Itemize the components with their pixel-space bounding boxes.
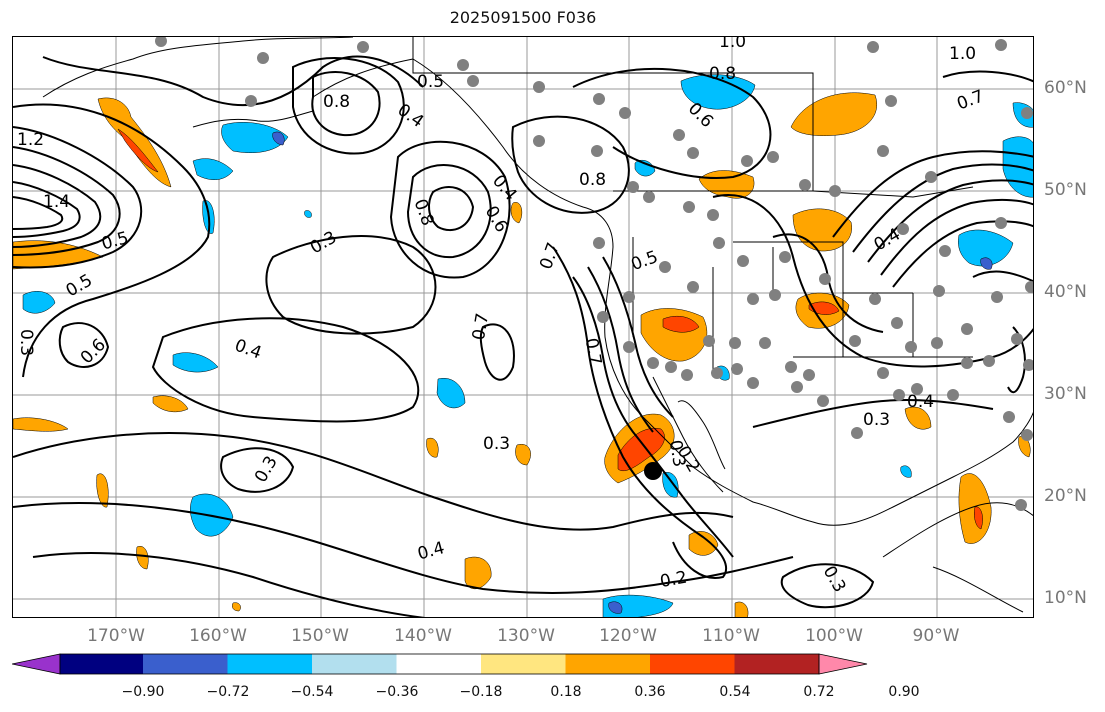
contour-label: 0.5 <box>417 72 444 92</box>
contour-label: 0.4 <box>907 392 934 412</box>
colorbar-segment <box>650 654 735 674</box>
contour-label: 0.7 <box>581 337 605 367</box>
contour-label: 0.7 <box>536 240 564 272</box>
colorbar-outline <box>59 653 820 675</box>
map-canvas: 1.0 0.8 0.6 0.5 0.4 0.3 0.2 1.4 1.2 0.7 … <box>13 37 1033 617</box>
longitude-label: 160°W <box>189 626 247 646</box>
contour-label: 0.5 <box>63 270 96 301</box>
colorbar-segment <box>734 654 819 674</box>
contour-label: 0.8 <box>709 64 736 84</box>
colorbar <box>12 653 868 675</box>
latitude-label: 10°N <box>1044 588 1087 608</box>
colorbar-max-extension <box>818 653 868 675</box>
contour-label: 0.2 <box>659 568 689 592</box>
contour-label: 0.3 <box>483 434 510 454</box>
contour-label: 1.4 <box>43 192 70 212</box>
contour-label: 0.3 <box>665 439 689 469</box>
colorbar-min-extension <box>12 653 61 675</box>
longitude-label: 110°W <box>702 626 760 646</box>
colorbar-tick-label: 0.36 <box>634 684 666 700</box>
colorbar-tick-label: 0.18 <box>550 684 582 700</box>
colorbar-tick-label: 0.54 <box>719 684 751 700</box>
contour-label: 0.8 <box>579 170 606 190</box>
contour-label: 1.0 <box>719 37 746 52</box>
colorbar-segment <box>312 654 397 674</box>
contour-label: 0.7 <box>469 312 493 342</box>
colorbar-tick-label: −0.54 <box>290 684 334 700</box>
contour-label: 1.0 <box>949 44 976 64</box>
colorbar-tick-label: 0.72 <box>803 684 835 700</box>
contour-label: 0.8 <box>323 92 350 112</box>
graticule <box>13 37 1033 617</box>
colorbar-segment <box>481 654 566 674</box>
longitude-label: 140°W <box>394 626 452 646</box>
colorbar-tick-label: −0.72 <box>206 684 250 700</box>
contour-label: 0.4 <box>415 538 446 564</box>
contour-label: 0.4 <box>232 335 264 363</box>
colorbar-segment <box>60 654 143 674</box>
contour-label: 0.4 <box>488 171 521 205</box>
contour-label: 0.3 <box>307 227 340 258</box>
longitude-label: 90°W <box>912 626 960 646</box>
longitude-label: 100°W <box>805 626 863 646</box>
colorbar-tick-label: −0.36 <box>375 684 419 700</box>
contour-label: 0.5 <box>99 228 130 254</box>
colorbar-segment <box>565 654 650 674</box>
contour-lines <box>13 55 1033 617</box>
contour-label: 0.8 <box>410 196 438 228</box>
map-panel[interactable]: 1.0 0.8 0.6 0.5 0.4 0.3 0.2 1.4 1.2 0.7 … <box>12 36 1034 618</box>
contour-label: 0.7 <box>954 86 986 114</box>
colorbar-tick-label: 0.90 <box>888 684 920 700</box>
colorbar-segment <box>396 654 481 674</box>
page-title: 2025091500 F036 <box>449 8 597 27</box>
colorbar-tick-label: −0.90 <box>121 684 165 700</box>
latitude-label: 50°N <box>1044 180 1087 200</box>
latitude-label: 20°N <box>1044 486 1087 506</box>
contour-label: 0.3 <box>251 453 282 486</box>
station-markers <box>155 37 1033 511</box>
longitude-label: 120°W <box>599 626 657 646</box>
colorbar-segment <box>227 654 312 674</box>
colorbar-segment <box>143 654 228 674</box>
contour-label: 0.3 <box>819 563 850 596</box>
colorbar-tick-label: −0.18 <box>459 684 503 700</box>
contour-label: 0.3 <box>863 410 890 430</box>
longitude-label: 170°W <box>87 626 145 646</box>
latitude-label: 30°N <box>1044 384 1087 404</box>
latitude-label: 40°N <box>1044 282 1087 302</box>
storm-center-marker <box>644 462 662 480</box>
contour-label: 1.2 <box>17 130 44 150</box>
contour-label: 0.3 <box>16 329 36 356</box>
longitude-label: 130°W <box>497 626 555 646</box>
latitude-label: 60°N <box>1044 78 1087 98</box>
longitude-label: 150°W <box>291 626 349 646</box>
